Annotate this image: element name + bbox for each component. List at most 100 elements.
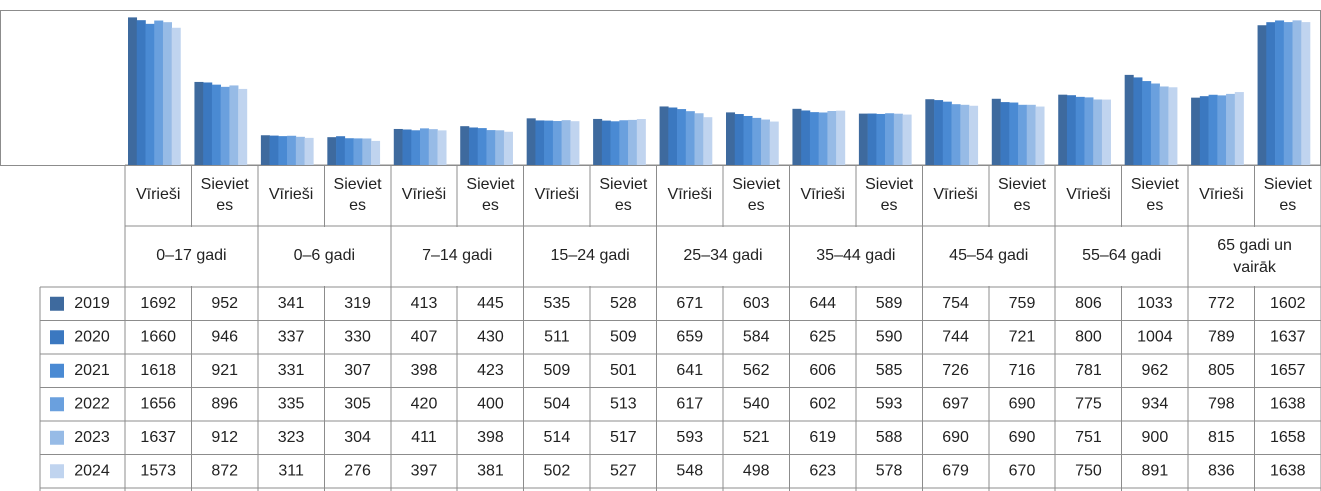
bar-2022-col-17 — [1283, 22, 1293, 165]
bar-2021-col-15 — [1142, 81, 1152, 165]
bar-2021-col-11 — [876, 113, 886, 165]
bar-2022-col-5 — [486, 130, 496, 165]
table-cell-2020-9: 584 — [743, 328, 770, 345]
table-cell-2022-14: 775 — [1075, 395, 1102, 412]
table-cell-2022-6: 504 — [544, 395, 571, 412]
bar-2019-col-6 — [526, 118, 536, 165]
table-cell-2022-11: 593 — [876, 395, 903, 412]
bar-2021-col-3 — [344, 138, 354, 165]
bar-2019-col-5 — [460, 126, 470, 165]
bar-2022-col-1 — [220, 86, 230, 165]
table-cell-2024-10: 623 — [809, 462, 836, 479]
bar-2023-col-1 — [229, 85, 239, 165]
bar-2024-col-15 — [1168, 87, 1178, 165]
table-cell-2020-15: 1004 — [1137, 328, 1173, 345]
table-cell-2024-9: 498 — [743, 462, 770, 479]
legend-label-2020: 2020 — [74, 328, 110, 345]
table-cell-2022-7: 513 — [610, 395, 637, 412]
table-cell-2019-8: 671 — [676, 295, 703, 312]
table-cell-2020-12: 744 — [942, 328, 969, 345]
table-cell-2024-4: 397 — [411, 462, 438, 479]
bar-2019-col-16 — [1191, 97, 1201, 165]
table-cell-2024-0: 1573 — [140, 462, 176, 479]
bar-2021-col-16 — [1208, 94, 1218, 165]
table-cell-2019-4: 413 — [411, 295, 438, 312]
bar-2020-col-14 — [1066, 95, 1076, 165]
table-cell-2024-3: 276 — [344, 462, 371, 479]
table-cell-2024-14: 750 — [1075, 462, 1102, 479]
bar-2023-col-7 — [628, 119, 638, 165]
table-cell-2020-1: 946 — [211, 328, 238, 345]
subcategory-label-10: Vīrieši — [800, 186, 844, 203]
group-label-6: 45–54 gadi — [949, 247, 1028, 264]
table-cell-2024-17: 1638 — [1270, 462, 1306, 479]
bar-2021-col-17 — [1275, 20, 1285, 165]
bar-2022-col-0 — [154, 20, 164, 166]
table-cell-2021-7: 501 — [610, 362, 637, 379]
bar-2019-col-12 — [925, 99, 935, 165]
legend-swatch-2024 — [50, 464, 64, 479]
table-cell-2019-9: 603 — [743, 295, 770, 312]
subcategory-label-0: Vīrieši — [136, 186, 180, 203]
bar-2023-col-15 — [1159, 86, 1169, 165]
bar-2019-col-10 — [792, 108, 802, 165]
table-cell-2023-17: 1658 — [1270, 429, 1306, 446]
table-cell-2019-6: 535 — [544, 295, 571, 312]
bar-2023-col-0 — [162, 22, 172, 166]
table-cell-2020-5: 430 — [477, 328, 504, 345]
group-label-8: 65 gadi un vairāk — [1217, 237, 1292, 276]
table-cell-2024-12: 679 — [942, 462, 969, 479]
bar-2020-col-3 — [336, 136, 346, 165]
table-cell-2020-13: 721 — [1009, 328, 1036, 345]
bar-2022-col-15 — [1150, 83, 1160, 165]
table-cell-2024-1: 872 — [211, 462, 238, 479]
bar-2022-col-3 — [353, 138, 363, 165]
table-cell-2020-2: 337 — [278, 328, 305, 345]
table-cell-2022-15: 934 — [1142, 395, 1169, 412]
table-cell-2021-12: 726 — [942, 362, 969, 379]
legend-label-2019: 2019 — [74, 295, 110, 312]
group-label-0: 0–17 gadi — [156, 247, 226, 264]
subcategory-label-12: Vīrieši — [933, 186, 977, 203]
bar-2022-col-2 — [287, 135, 297, 165]
group-label-1: 0–6 gadi — [294, 247, 355, 264]
table-cell-2021-15: 962 — [1142, 362, 1169, 379]
table-cell-2023-4: 411 — [411, 429, 437, 446]
table-cell-2019-0: 1692 — [140, 295, 176, 312]
bar-2021-col-6 — [544, 120, 554, 165]
bar-2023-col-10 — [827, 111, 837, 165]
table-cell-2021-17: 1657 — [1270, 362, 1306, 379]
bar-2020-col-9 — [734, 114, 744, 165]
table-cell-2024-11: 578 — [876, 462, 903, 479]
bar-2021-col-12 — [942, 101, 952, 165]
subcategory-label-15: Sieviet es — [1131, 176, 1180, 214]
table-cell-2021-11: 585 — [876, 362, 903, 379]
bar-2023-col-3 — [362, 138, 372, 165]
bar-2023-col-9 — [760, 119, 770, 165]
table-cell-2019-1: 952 — [211, 295, 238, 312]
bar-2019-col-11 — [858, 113, 868, 165]
subcategory-label-8: Vīrieši — [668, 186, 712, 203]
table-cell-2021-3: 307 — [344, 362, 371, 379]
bar-2019-col-15 — [1124, 74, 1134, 165]
subcategory-label-9: Sieviet es — [732, 176, 781, 214]
table-cell-2019-3: 319 — [344, 295, 371, 312]
table-cell-2023-9: 521 — [743, 429, 770, 446]
table-cell-2024-5: 381 — [477, 462, 504, 479]
table-cell-2020-8: 659 — [676, 328, 703, 345]
bar-2023-col-5 — [495, 130, 505, 165]
table-cell-2019-7: 528 — [610, 295, 637, 312]
bar-2024-col-17 — [1301, 22, 1311, 165]
table-cell-2023-11: 588 — [876, 429, 903, 446]
table-cell-2022-10: 602 — [809, 395, 836, 412]
table-cell-2022-4: 420 — [411, 395, 438, 412]
table-cell-2019-16: 772 — [1208, 295, 1235, 312]
bar-2024-col-4 — [437, 130, 447, 165]
bar-2024-col-13 — [1035, 106, 1045, 165]
table-cell-2021-6: 509 — [544, 362, 571, 379]
group-label-7: 55–64 gadi — [1082, 247, 1161, 264]
table-cell-2022-3: 305 — [344, 395, 371, 412]
bar-2023-col-14 — [1093, 99, 1103, 165]
table-cell-2021-1: 921 — [211, 362, 238, 379]
